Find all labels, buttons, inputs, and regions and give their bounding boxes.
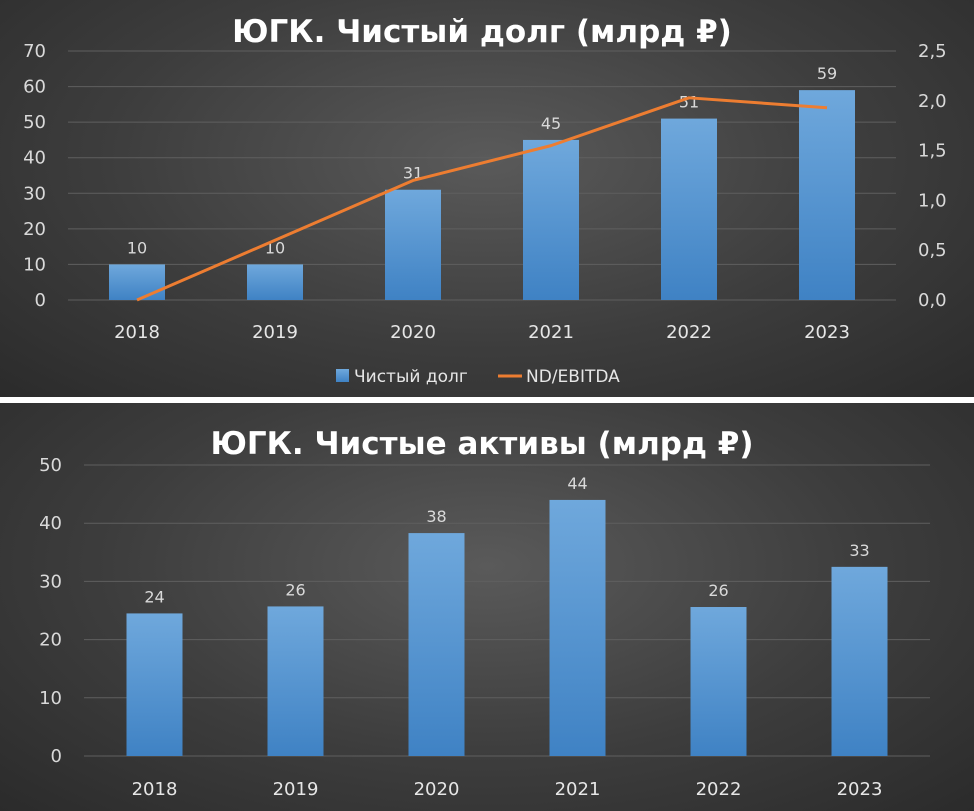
- y-tick-label: 30: [39, 571, 62, 592]
- chart-title: ЮГК. Чистый долг (млрд ₽): [232, 14, 732, 50]
- x-tick-label: 2021: [528, 322, 574, 343]
- bar-2022: [690, 607, 747, 756]
- data-label: 51: [679, 93, 699, 112]
- x-tick-label: 2023: [837, 779, 883, 800]
- data-label: 26: [285, 580, 305, 599]
- data-label: 59: [817, 64, 837, 83]
- x-tick-label: 2020: [414, 779, 460, 800]
- y-tick-label: 60: [23, 77, 46, 98]
- data-label: 45: [541, 114, 561, 133]
- y-tick-label: 40: [39, 513, 62, 534]
- x-tick-label: 2021: [555, 779, 601, 800]
- x-tick-label: 2019: [252, 322, 298, 343]
- y-tick-label: 10: [39, 688, 62, 709]
- x-tick-label: 2018: [114, 322, 160, 343]
- y-tick-label: 10: [23, 254, 46, 275]
- net-assets-chart: ЮГК. Чистые активы (млрд ₽) 01020304050 …: [39, 426, 930, 800]
- y-tick-label: 40: [23, 148, 46, 169]
- x-tick-label: 2019: [273, 779, 319, 800]
- y2-tick-label: 2,0: [918, 91, 947, 112]
- bar-2023: [831, 566, 888, 756]
- legend: Чистый долг ND/EBITDA: [336, 367, 620, 387]
- x-tick-label: 2022: [666, 322, 712, 343]
- y-tick-label: 0: [35, 290, 46, 311]
- y2-tick-label: 0,5: [918, 240, 947, 261]
- x-tick-label: 2023: [804, 322, 850, 343]
- y-tick-label: 50: [39, 455, 62, 476]
- bar-2018: [126, 613, 183, 756]
- bar-2019: [267, 606, 324, 756]
- bar-2019: [247, 264, 303, 300]
- bar-2022: [661, 118, 717, 300]
- data-label: 10: [127, 238, 147, 257]
- bar-2021: [523, 139, 579, 300]
- y2-tick-label: 1,0: [918, 190, 947, 211]
- net-debt-chart: ЮГК. Чистый долг (млрд ₽) 0 10 20 30 40 50 60 7…: [23, 14, 947, 387]
- bar-2023: [799, 90, 855, 300]
- bar-2020: [385, 189, 441, 300]
- data-label: 38: [426, 507, 446, 526]
- y2-tick-label: 0,0: [918, 290, 947, 311]
- legend-label-nd-ebitda: ND/EBITDA: [526, 367, 620, 387]
- y-tick-label: 50: [23, 112, 46, 133]
- y2-tick-label: 1,5: [918, 141, 947, 162]
- bar-2018: [109, 264, 165, 300]
- x-tick-label: 2018: [132, 779, 178, 800]
- y-tick-label: 20: [23, 219, 46, 240]
- legend-swatch-net-debt: [336, 369, 349, 382]
- data-label: 24: [144, 587, 164, 606]
- data-label: 44: [567, 474, 587, 493]
- legend-label-net-debt: Чистый долг: [354, 367, 468, 387]
- y-tick-label: 70: [23, 41, 46, 62]
- net-debt-chart-panel: ЮГК. Чистый долг (млрд ₽) 0 10 20 30 40 50 60 7…: [0, 0, 974, 397]
- x-tick-label: 2022: [696, 779, 742, 800]
- data-label: 33: [849, 541, 869, 560]
- series-line-nd-ebitda: [136, 96, 828, 302]
- bar-2021: [549, 499, 606, 756]
- y-tick-label: 30: [23, 183, 46, 204]
- x-tick-label: 2020: [390, 322, 436, 343]
- y-tick-label: 20: [39, 630, 62, 651]
- bar-2020: [408, 533, 465, 756]
- y-tick-label: 0: [51, 746, 62, 767]
- y2-tick-label: 2,5: [918, 41, 947, 62]
- net-assets-chart-panel: ЮГК. Чистые активы (млрд ₽) 0 10 20 30 40 50 …: [0, 403, 974, 811]
- data-label: 26: [708, 581, 728, 600]
- chart-title: ЮГК. Чистые активы (млрд ₽): [210, 426, 753, 462]
